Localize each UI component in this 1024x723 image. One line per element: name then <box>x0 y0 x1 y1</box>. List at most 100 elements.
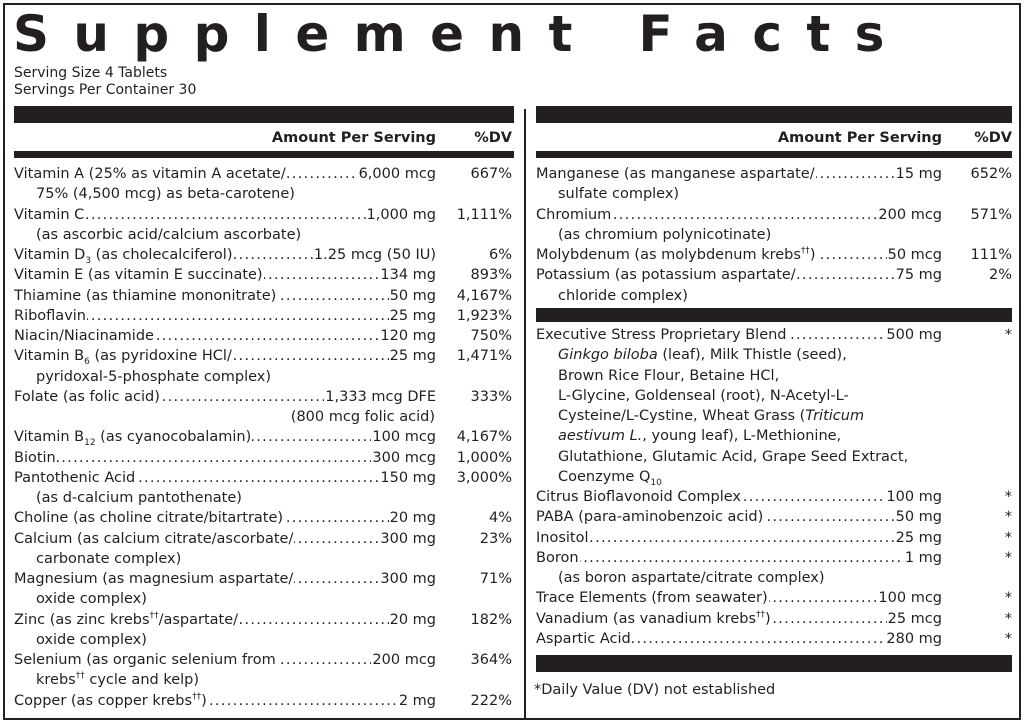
blend-ingredient-line: Cysteine/L-Cystine, Wheat Grass (Triticu… <box>536 406 1014 426</box>
supplement-facts-panel: Supplement Facts Serving Size 4 Tablets … <box>3 3 1021 720</box>
nutrient-amount: 300 mg <box>379 528 436 549</box>
nutrient-dv: 222% <box>470 692 512 709</box>
blend-ingredient-line: Brown Rice Flour, Betaine HCl, <box>536 365 1014 386</box>
nutrient-dv: 1,000% <box>456 449 512 466</box>
nutrient-row: ........................................… <box>536 164 1014 184</box>
nutrient-subline: krebs†† cycle and kelp) <box>14 670 514 691</box>
nutrient-name: Magnesium (as magnesium aspartate/ <box>14 569 295 589</box>
nutrient-dv: 111% <box>970 247 1012 263</box>
nutrient-row: ........................................… <box>14 386 514 407</box>
panel-title: Supplement Facts <box>13 5 909 63</box>
nutrient-row: ........................................… <box>536 628 1014 649</box>
header-bar-right <box>536 106 1012 123</box>
nutrient-row: ........................................… <box>14 285 514 306</box>
blend-ingredient-line: Glutathione, Glutamic Acid, Grape Seed E… <box>536 446 1014 467</box>
nutrient-name: Vitamin B6 (as pyridoxine HCl/ <box>14 346 233 368</box>
nutrient-amount: 25 mcg <box>886 608 942 629</box>
nutrient-name: Calcium (as calcium citrate/ascorbate/ <box>14 528 295 549</box>
nutrient-detail: (as boron aspartate/citrate complex) <box>558 568 826 588</box>
nutrient-row: ........................................… <box>14 346 514 368</box>
nutrient-row: ........................................… <box>14 204 514 225</box>
daily-value-footnote: *Daily Value (DV) not established <box>534 682 776 698</box>
nutrient-row: ........................................… <box>536 608 1014 629</box>
nutrient-row: ........................................… <box>14 265 514 286</box>
dv-header-right: %DV <box>974 130 1012 146</box>
blend-ingredients: Coenzyme Q10 <box>558 466 663 488</box>
nutrient-dv: * <box>1004 509 1012 526</box>
nutrient-name: Copper (as copper krebs††) <box>14 690 208 711</box>
nutrient-dv: * <box>1004 489 1012 505</box>
nutrient-name: Inositol <box>536 527 590 548</box>
nutrient-amount: 2 mg <box>397 690 436 711</box>
nutrient-name: Biotin <box>14 447 57 468</box>
nutrient-amount: 20 mg <box>388 508 436 529</box>
nutrient-name: Chromium <box>536 204 613 225</box>
blend-ingredient-line: Coenzyme Q10 <box>536 466 1014 488</box>
nutrient-row: ........................................… <box>14 326 514 346</box>
nutrient-row: ........................................… <box>14 569 514 589</box>
nutrient-amount: 20 mg <box>388 609 436 630</box>
header-bar <box>14 106 514 123</box>
nutrient-name: Riboflavin <box>14 305 87 326</box>
nutrient-amount: 1,000 mg <box>365 204 436 225</box>
nutrient-row: ........................................… <box>14 690 514 711</box>
proprietary-blend-row: ........................................… <box>536 325 1014 345</box>
servings-per-container: Servings Per Container 30 <box>14 82 197 98</box>
nutrient-subline: chloride complex) <box>536 285 1014 306</box>
nutrient-amount: 150 mg <box>379 467 436 488</box>
nutrient-amount: 500 mg <box>885 325 942 345</box>
amount-per-serving-header: Amount Per Serving <box>271 130 436 146</box>
nutrient-name: Niacin/Niacinamide <box>14 326 155 346</box>
nutrient-amount: 50 mg <box>388 285 436 306</box>
nutrient-amount: 1 mg <box>903 547 942 568</box>
nutrient-name: Vitamin E (as vitamin E succinate) <box>14 265 264 286</box>
nutrient-amount: 6,000 mcg <box>357 164 436 184</box>
nutrient-name: Citrus Bioflavonoid Complex <box>536 487 742 507</box>
nutrient-dv: 6% <box>488 247 512 263</box>
nutrient-dv: 71% <box>479 571 512 587</box>
nutrient-subline: (as boron aspartate/citrate complex) <box>536 568 1014 588</box>
nutrient-subline: pyridoxal-5-phosphate complex) <box>14 366 514 387</box>
nutrient-dv: 652% <box>970 166 1012 182</box>
dot-leader: ........................................… <box>536 630 938 647</box>
nutrient-row: ........................................… <box>536 507 1014 528</box>
nutrient-amount: 100 mcg <box>877 588 942 609</box>
blend-ingredients: Brown Rice Flour, Betaine HCl, <box>558 365 781 386</box>
nutrient-detail: sulfate complex) <box>558 184 681 205</box>
nutrient-row: ........................................… <box>14 650 514 670</box>
nutrient-amount: 134 mg <box>379 265 436 286</box>
nutrient-name: Vanadium (as vanadium krebs††) <box>536 608 772 629</box>
dv-header: %DV <box>474 130 512 146</box>
nutrient-row: ........................................… <box>14 467 514 488</box>
dot-leader: ........................................… <box>536 529 938 546</box>
dot-leader: ........................................… <box>536 206 938 223</box>
nutrient-subline: oxide complex) <box>14 629 514 650</box>
nutrient-dv: 182% <box>470 611 512 628</box>
nutrient-row: ........................................… <box>14 508 514 529</box>
nutrient-dv: 23% <box>479 530 512 547</box>
blend-name: Executive Stress Proprietary Blend <box>536 325 788 345</box>
column-divider <box>524 109 526 720</box>
nutrient-row: ........................................… <box>14 427 514 448</box>
nutrient-amount: 50 mg <box>894 507 942 528</box>
nutrient-name: Thiamine (as thiamine mononitrate) <box>14 285 278 306</box>
nutrient-dv: * <box>1004 327 1012 343</box>
nutrient-amount: 300 mcg <box>371 447 436 468</box>
nutrient-dv: 1,923% <box>456 307 512 324</box>
nutrient-dv: 3,000% <box>456 469 512 486</box>
nutrient-amount: 280 mg <box>885 628 942 649</box>
nutrient-row: ........................................… <box>536 547 1014 568</box>
nutrient-name: Selenium (as organic selenium from <box>14 650 277 670</box>
nutrient-dv: * <box>1004 590 1012 607</box>
nutrient-name: Molybdenum (as molybdenum krebs††) <box>536 245 817 265</box>
header-rule-right <box>536 151 1012 158</box>
nutrient-dv: 4,167% <box>456 429 512 446</box>
nutrient-name: Vitamin A (25% as vitamin A acetate/ <box>14 164 287 184</box>
dot-leader: ........................................… <box>536 549 938 566</box>
nutrient-row: ........................................… <box>536 487 1014 507</box>
header-rule <box>14 151 514 158</box>
nutrient-detail: (as d-calcium pantothenate) <box>36 488 243 508</box>
nutrient-name: Potassium (as potassium aspartate/ <box>536 265 797 286</box>
nutrient-amount: 300 mg <box>379 569 436 589</box>
nutrient-row: ........................................… <box>536 245 1014 265</box>
